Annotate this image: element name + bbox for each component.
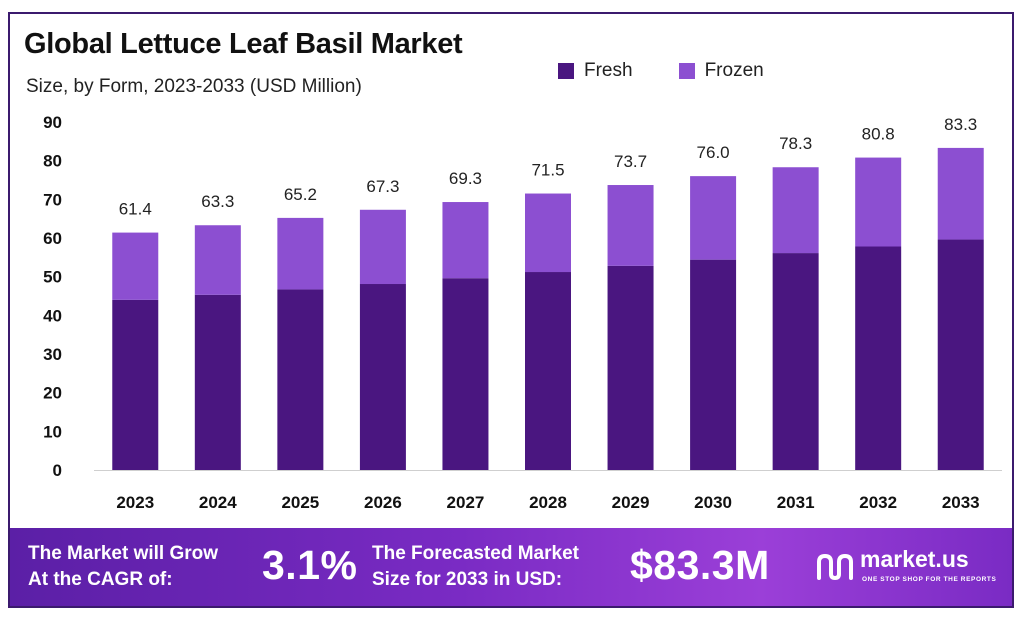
x-tick-label-2024: 2024 <box>199 493 237 512</box>
bar-frozen-2030 <box>690 176 737 260</box>
summary-banner: The Market will Grow At the CAGR of: 3.1… <box>10 528 1012 606</box>
x-tick-label-2033: 2033 <box>942 493 980 512</box>
x-tick-label-2027: 2027 <box>447 493 485 512</box>
data-label-2029: 73.7 <box>614 152 647 171</box>
legend-swatch-fresh <box>558 63 574 79</box>
bar-frozen-2029 <box>607 185 654 266</box>
y-tick-label: 30 <box>43 345 62 364</box>
data-label-2023: 61.4 <box>119 200 152 219</box>
bar-fresh-2026 <box>359 284 406 470</box>
bar-fresh-2023 <box>112 299 159 470</box>
bar-fresh-2033 <box>937 239 984 470</box>
legend-item-fresh: Fresh <box>558 60 633 82</box>
y-tick-label: 50 <box>43 268 62 287</box>
bar-frozen-2033 <box>937 147 984 240</box>
cagr-label: The Market will Grow At the CAGR of: <box>28 541 218 593</box>
bar-frozen-2024 <box>194 225 241 295</box>
bar-fresh-2028 <box>525 272 571 470</box>
data-label-2030: 76.0 <box>697 143 730 162</box>
bar-frozen-2025 <box>277 217 324 290</box>
bars: 61.4 63.3 65.2 67.3 69.3 71.5 73.7 76.0 78.3 80.8… <box>112 115 984 470</box>
y-tick-label: 60 <box>43 229 62 248</box>
data-label-2027: 69.3 <box>449 169 482 188</box>
y-tick-label: 80 <box>43 152 62 171</box>
y-tick-label: 70 <box>43 190 62 209</box>
y-tick-label: 90 <box>43 113 62 132</box>
x-tick-label-2029: 2029 <box>612 493 650 512</box>
x-tick-label-2031: 2031 <box>777 493 815 512</box>
chart-legend: Fresh Frozen <box>558 60 764 82</box>
forecast-label: The Forecasted Market Size for 2033 in U… <box>372 541 579 593</box>
bar-frozen-2032 <box>855 157 902 247</box>
bar-frozen-2026 <box>359 209 406 285</box>
y-tick-label: 20 <box>43 384 62 403</box>
brand-name: market.us <box>860 546 969 572</box>
bar-frozen-2028 <box>525 193 571 273</box>
brand-tagline: ONE STOP SHOP FOR THE REPORTS <box>862 576 997 583</box>
x-tick-label-2023: 2023 <box>116 493 154 512</box>
data-label-2033: 83.3 <box>944 115 977 134</box>
bar-fresh-2025 <box>277 289 324 470</box>
x-tick-label-2025: 2025 <box>281 493 319 512</box>
data-label-2025: 65.2 <box>284 185 317 204</box>
data-label-2026: 67.3 <box>366 177 399 196</box>
data-label-2024: 63.3 <box>201 192 234 211</box>
bar-frozen-2031 <box>772 167 819 254</box>
data-label-2028: 71.5 <box>531 161 564 180</box>
chart-title: Global Lettuce Leaf Basil Market <box>24 28 463 60</box>
chart-frame: Global Lettuce Leaf Basil Market Size, b… <box>8 12 1014 608</box>
forecast-label-line1: The Forecasted Market <box>372 543 579 564</box>
chart-subtitle: Size, by Form, 2023-2033 (USD Million) <box>26 76 362 97</box>
bar-fresh-2029 <box>607 265 654 470</box>
bar-fresh-2024 <box>194 294 241 470</box>
y-axis: 0 10 20 30 40 50 60 70 80 90 <box>43 113 62 480</box>
x-tick-label-2028: 2028 <box>529 493 567 512</box>
x-axis: 2023 2024 2025 2026 2027 2028 2029 2030 2031 2032… <box>94 470 1002 512</box>
legend-label-frozen: Frozen <box>704 60 764 81</box>
x-tick-label-2030: 2030 <box>694 493 732 512</box>
legend-swatch-frozen <box>678 63 695 79</box>
y-tick-label: 0 <box>53 461 62 480</box>
forecast-value: $83.3M <box>630 542 770 588</box>
cagr-label-line1: The Market will Grow <box>28 543 219 564</box>
bar-fresh-2032 <box>855 246 902 470</box>
cagr-value: 3.1% <box>262 542 358 588</box>
bar-frozen-2027 <box>442 202 489 279</box>
data-label-2031: 78.3 <box>779 134 812 153</box>
cagr-label-line2: At the CAGR of: <box>28 569 173 590</box>
legend-label-fresh: Fresh <box>584 60 633 81</box>
forecast-label-line2: Size for 2033 in USD: <box>372 569 563 590</box>
bar-fresh-2031 <box>772 253 819 470</box>
bar-fresh-2027 <box>442 278 489 470</box>
market-us-logo-icon <box>817 553 853 581</box>
bar-fresh-2030 <box>690 259 737 470</box>
bar-frozen-2023 <box>112 232 159 300</box>
data-label-2032: 80.8 <box>862 125 895 144</box>
y-tick-label: 10 <box>43 422 62 441</box>
y-tick-label: 40 <box>43 306 62 325</box>
x-tick-label-2026: 2026 <box>364 493 402 512</box>
x-tick-label-2032: 2032 <box>859 493 897 512</box>
legend-item-frozen: Frozen <box>678 60 764 82</box>
